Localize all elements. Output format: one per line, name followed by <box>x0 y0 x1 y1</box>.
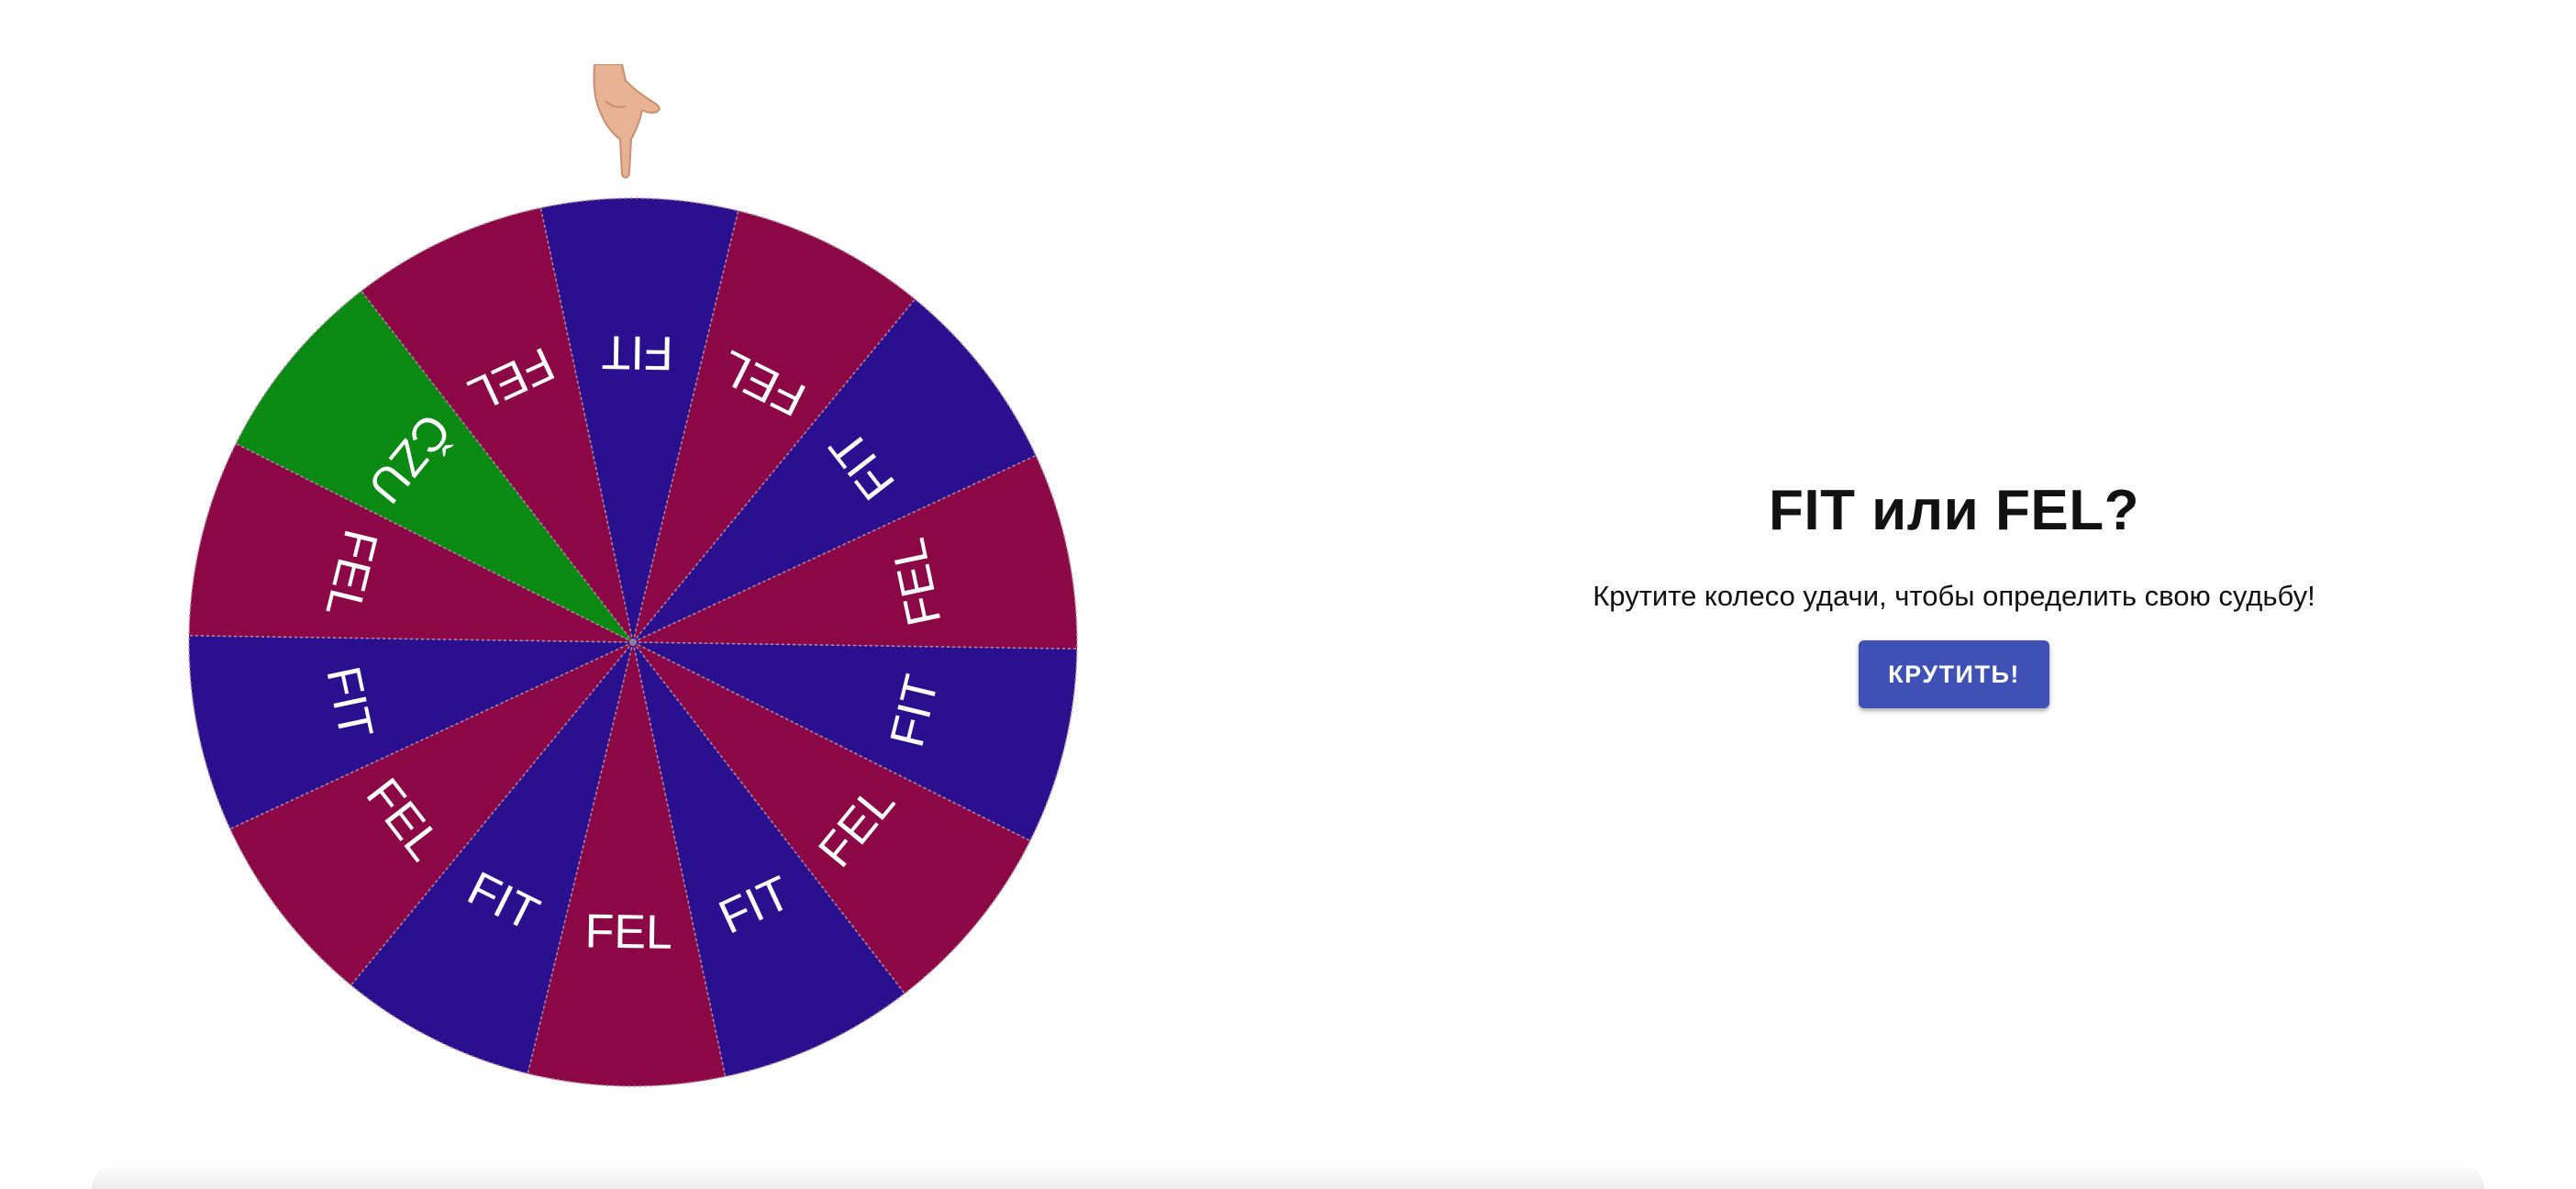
wheel-hub <box>629 639 637 646</box>
wheel-segment <box>188 634 634 830</box>
wheel-segment <box>632 454 1078 650</box>
wheel-segment <box>632 298 1038 643</box>
pointing-hand-icon <box>593 64 661 179</box>
wheel-segment <box>632 641 1078 842</box>
wheel-segment <box>632 209 916 643</box>
wheel-segment <box>235 290 634 643</box>
wheel[interactable]: FIT FELFITFELFITFELFITFELFITFELFITFELČZUF… <box>183 193 1083 1092</box>
wheel-segment <box>228 641 634 986</box>
wheel-area: FIT FEL FIT FEL FIT FEL FIT FEL FIT FEL FIT FEL ČZU F… <box>183 55 1101 1101</box>
wheel-segment <box>632 641 1031 995</box>
bottom-shadow <box>92 1163 2484 1189</box>
wheel-segment <box>632 641 906 1078</box>
wheel-segment <box>539 197 739 643</box>
page-subtitle: Крутите колесо удачи, чтобы определить с… <box>1593 580 2315 613</box>
wheel-segment <box>350 641 634 1075</box>
wheel-segment-label: FEL <box>584 905 672 959</box>
spin-button[interactable]: КРУТИТЬ! <box>1859 640 2049 709</box>
wheel-segment <box>188 442 634 643</box>
page-title: FIT или FEL? <box>1768 479 2139 542</box>
wheel-segment-label: FIT <box>601 325 673 379</box>
wheel-segment <box>527 641 727 1087</box>
info-panel: FIT или FEL? Крутите колесо удачи, чтобы… <box>1514 477 2394 709</box>
wheel-segment <box>360 206 634 643</box>
